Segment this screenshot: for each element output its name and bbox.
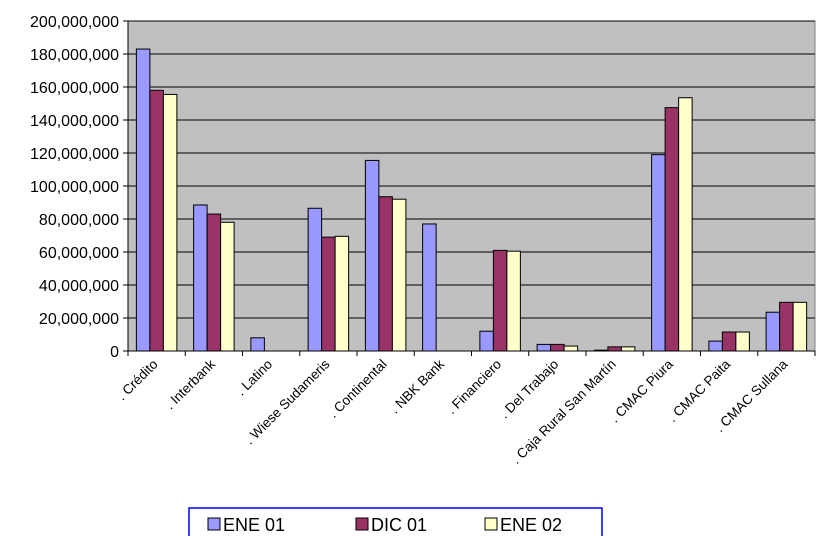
bar-ene-01 [765,311,781,352]
bar-ene-02 [220,221,235,352]
bar-dic-01 [779,301,794,352]
y-tick-label: 180,000,000 [30,47,119,64]
bar-dic-01 [378,196,393,352]
legend: ENE 01 DIC 01 ENE 02 [188,507,603,536]
category-label: . Interbank [162,356,218,412]
bar-ene-02 [735,331,750,352]
bar-ene-01 [651,154,666,352]
bar-ene-02 [334,235,350,352]
legend-swatch [207,517,221,531]
legend-swatch [355,517,369,531]
bar-ene-02 [678,97,693,352]
bar-ene-02 [620,346,636,352]
category-label: . Caja Rural San Martín [508,357,618,467]
y-tick-label: 140,000,000 [30,113,119,130]
legend-swatch [484,517,498,531]
bar-dic-01 [550,343,565,352]
bar-ene-01 [135,48,151,352]
category-label: . Latino [233,357,275,399]
bar-dic-01 [149,89,164,352]
legend-label: ENE 01 [223,515,285,535]
bar-dic-01 [721,331,737,352]
y-tick-label: 0 [110,344,119,361]
bar-ene-02 [162,93,178,352]
bar-ene-01 [250,337,265,352]
legend-label: DIC 01 [371,515,427,535]
bar-dic-01 [492,249,508,352]
bar-dic-01 [664,107,680,352]
y-tick-label: 200,000,000 [30,14,119,31]
y-tick-label: 80,000,000 [39,212,119,229]
bar-ene-02 [391,198,407,352]
bar-ene-02 [792,301,808,352]
bar-ene-01 [193,204,208,352]
bar-ene-01 [708,340,723,352]
bar-dic-01 [607,346,622,352]
bar-dic-01 [321,236,336,352]
plot-area [127,20,816,352]
category-label: . Financiero [444,357,504,417]
category-label: . Crédito [114,357,161,404]
bar-ene-01 [479,330,494,352]
bar-ene-01 [536,343,552,352]
bar-dic-01 [206,213,222,352]
y-tick-label: 100,000,000 [30,179,119,196]
bar-ene-01 [307,207,323,352]
y-tick-label: 20,000,000 [39,311,119,328]
bar-ene-02 [506,250,521,352]
bar-ene-02 [563,345,579,352]
y-tick-label: 160,000,000 [30,80,119,97]
legend-label: ENE 02 [500,515,562,535]
bars [135,48,808,352]
y-tick-label: 120,000,000 [30,146,119,163]
category-label: . NBK Bank [387,356,447,416]
y-tick-label: 40,000,000 [39,278,119,295]
category-label: . Continental [326,357,390,421]
bar-ene-01 [422,223,437,352]
legend-box [188,507,603,536]
bar-ene-01 [364,159,380,352]
y-tick-label: 60,000,000 [39,245,119,262]
